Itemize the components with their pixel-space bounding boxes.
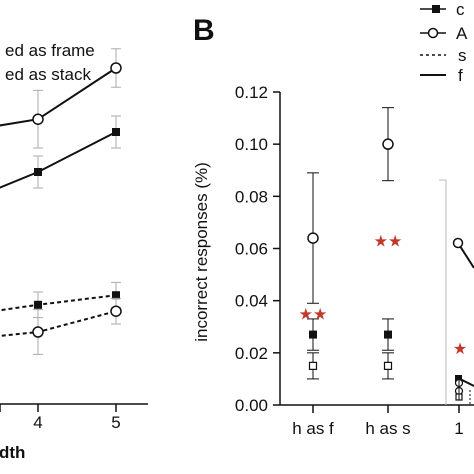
legend-label-c: c: [456, 0, 465, 19]
legend-label-a: A: [456, 24, 468, 43]
third-point-open-circle: [452, 237, 464, 249]
legend-marker-filled-square: [432, 5, 440, 13]
y-tick-label: 0.02: [235, 344, 268, 363]
left-plot-area: [0, 48, 122, 355]
panel-b: B c A s f incorrect responses (%) 0.000.…: [192, 0, 474, 438]
x-tick-label: h as s: [365, 419, 410, 438]
left-point-open-circle: [32, 113, 44, 125]
left-series-line: [0, 131, 117, 189]
x-ticks: h as f h as s 1: [292, 405, 464, 438]
y-axis-label: incorrect responses (%): [192, 162, 211, 342]
left-panel: ed as frame ed as stack 4 5 dth: [0, 41, 148, 462]
data-point-filled-square: [309, 330, 317, 339]
left-x-axis-label: dth: [0, 443, 25, 462]
data-point-open-square: [383, 361, 393, 370]
panel-b-label: B: [193, 14, 215, 47]
left-legend-label-1: ed as stack: [5, 65, 91, 84]
panel-b-plot-area: ★★ ★★: [299, 107, 403, 380]
data-point-filled-square: [384, 330, 392, 339]
x-tick-label: h as f: [292, 419, 334, 438]
y-tick-label: 0.06: [235, 240, 268, 259]
y-tick-label: 0.04: [235, 292, 268, 311]
left-series-line: [0, 294, 117, 312]
y-tick-label: 0.10: [235, 135, 268, 154]
y-tick-label: 0.08: [235, 187, 268, 206]
y-ticks: 0.00 0.02 0.04 0.06 0.08 0.10 0.12: [235, 83, 280, 415]
panel-b-legend: c A s f: [420, 0, 468, 85]
third-category-partial: ★: [439, 179, 474, 405]
data-point-open-circle: [382, 138, 394, 150]
significance-stars: ★★: [374, 234, 403, 251]
left-legend-label-0: ed as frame: [5, 41, 95, 60]
left-point-filled-square: [34, 300, 42, 309]
y-tick-label: 0.12: [235, 83, 268, 102]
left-point-filled-square: [112, 128, 120, 136]
legend-marker-open-circle: [427, 27, 439, 39]
left-point-open-circle: [110, 62, 122, 74]
left-x-tick-label-5: 5: [111, 413, 120, 432]
legend-label-s: s: [458, 46, 467, 65]
left-point-open-circle: [110, 305, 122, 317]
significance-stars: ★★: [299, 307, 328, 324]
y-tick-label: 0.00: [235, 396, 268, 415]
left-x-tick-label-4: 4: [33, 413, 42, 432]
left-point-filled-square: [112, 291, 120, 300]
left-point-open-circle: [32, 326, 44, 338]
third-significance-stars: ★: [453, 341, 467, 358]
data-point-open-circle: [307, 232, 319, 244]
x-tick-label: 1: [454, 419, 463, 438]
data-point-open-square: [308, 361, 318, 370]
left-series-line: [0, 310, 117, 337]
legend-label-f: f: [458, 66, 463, 85]
left-point-filled-square: [34, 168, 42, 176]
